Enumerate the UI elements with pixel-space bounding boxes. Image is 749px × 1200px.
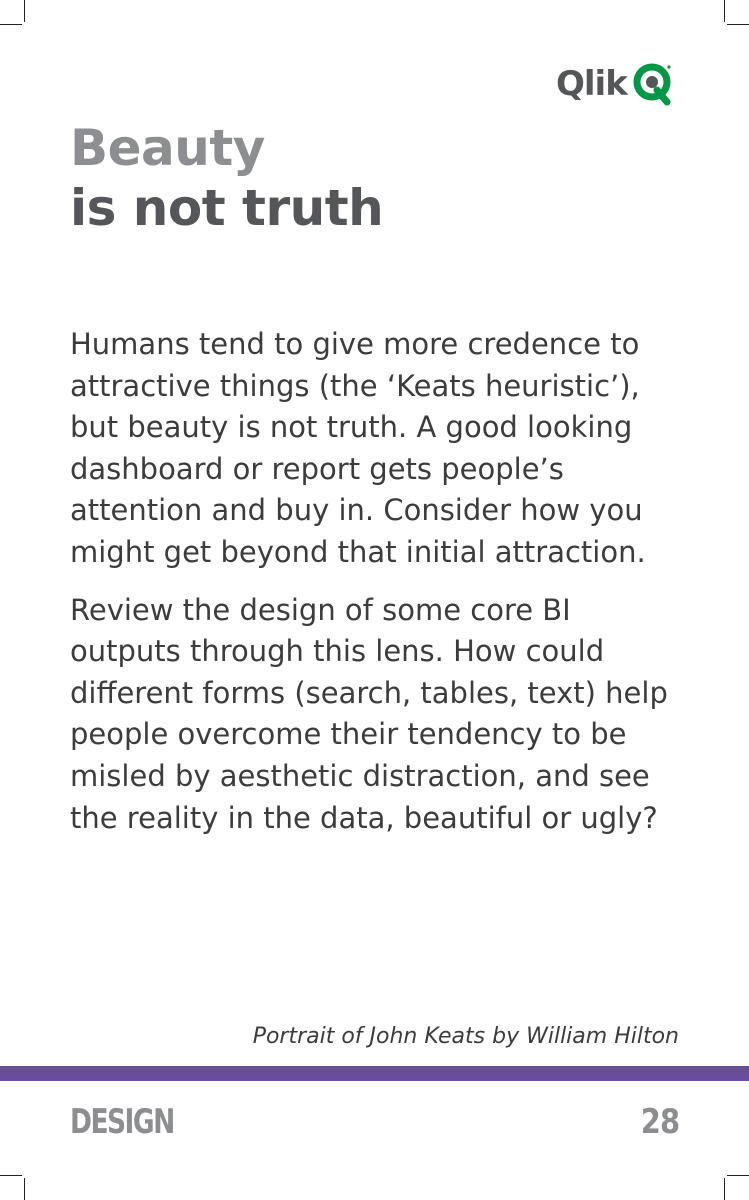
footer-divider-bar	[0, 1066, 749, 1081]
body-text: Humans tend to give more credence to att…	[70, 324, 690, 855]
crop-mark-top-left	[24, 0, 25, 22]
page-number: 28	[640, 1102, 679, 1142]
logo-wordmark: Qlik	[556, 64, 628, 104]
crop-mark-bottom-right	[724, 1178, 725, 1200]
qlik-q-icon	[633, 63, 671, 106]
crop-mark-bottom-left-h	[0, 1175, 22, 1176]
page-title: Beauty is not truth	[70, 118, 384, 238]
title-line-1: Beauty	[70, 119, 265, 177]
image-caption: Portrait of John Keats by William Hilton	[252, 1024, 679, 1049]
crop-mark-top-right-h	[727, 24, 749, 25]
crop-mark-top-left-h	[0, 24, 22, 25]
title-line-2: is not truth	[70, 179, 384, 237]
crop-mark-bottom-right-h	[727, 1175, 749, 1176]
section-label: DESIGN	[70, 1102, 175, 1142]
crop-mark-top-right	[724, 0, 725, 22]
qlik-logo: Qlik	[556, 62, 673, 106]
body-paragraph-1: Humans tend to give more credence to att…	[70, 327, 646, 569]
crop-mark-bottom-left	[24, 1178, 25, 1200]
body-paragraph-2: Review the design of some core BI output…	[70, 592, 668, 835]
